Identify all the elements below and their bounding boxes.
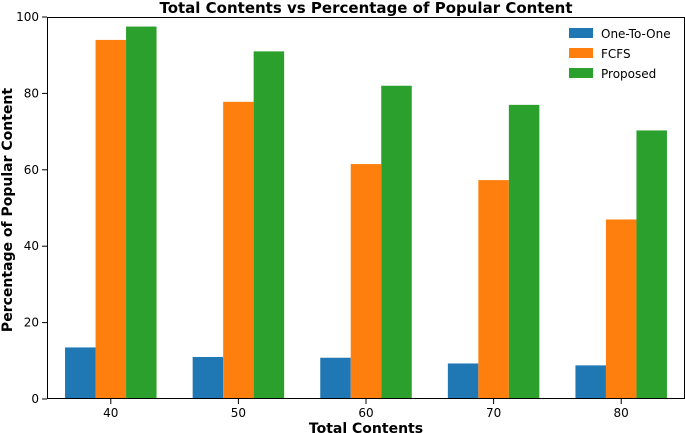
y-tick-label: 40 xyxy=(24,239,39,253)
bar-proposed-60 xyxy=(381,85,412,399)
y-tick-label: 20 xyxy=(24,316,39,330)
x-tick-label: 60 xyxy=(358,406,373,420)
bar-fcfs-80 xyxy=(605,219,637,399)
y-axis: 0 20 40 60 80 100 xyxy=(16,10,47,406)
bar-fcfs-50 xyxy=(223,101,254,400)
x-tick-label: 80 xyxy=(614,406,629,420)
legend-swatch xyxy=(569,28,593,38)
chart-title: Total Contents vs Percentage of Popular … xyxy=(159,0,572,17)
legend-swatch xyxy=(569,68,593,78)
bar-proposed-80 xyxy=(636,130,667,399)
legend-label: FCFS xyxy=(601,47,631,61)
legend-label: Proposed xyxy=(601,67,656,81)
bar-fcfs-60 xyxy=(350,164,382,399)
legend: One-To-One FCFS Proposed xyxy=(569,27,671,81)
x-axis: 40 50 60 70 80 xyxy=(103,399,629,420)
y-tick-label: 80 xyxy=(24,86,39,100)
x-axis-title: Total Contents xyxy=(309,421,423,433)
bar-one-to-one-50 xyxy=(192,356,224,399)
y-tick-label: 100 xyxy=(16,10,39,24)
legend-swatch xyxy=(569,48,593,58)
bar-fcfs-40 xyxy=(95,39,127,400)
legend-label: One-To-One xyxy=(601,27,671,41)
y-tick-label: 0 xyxy=(31,392,39,406)
bar-one-to-one-60 xyxy=(320,357,351,399)
x-tick-label: 40 xyxy=(103,406,118,420)
y-tick-label: 60 xyxy=(24,163,39,177)
bars-group xyxy=(65,26,667,400)
bar-fcfs-70 xyxy=(478,180,509,399)
x-tick-label: 70 xyxy=(486,406,501,420)
x-tick-label: 50 xyxy=(231,406,246,420)
bar-proposed-70 xyxy=(508,104,540,400)
bar-proposed-40 xyxy=(126,26,157,400)
bar-one-to-one-80 xyxy=(575,365,606,399)
bar-one-to-one-70 xyxy=(447,363,479,399)
y-axis-title: Percentage of Popular Content xyxy=(0,88,16,332)
bar-proposed-50 xyxy=(253,51,285,399)
bar-one-to-one-40 xyxy=(65,347,96,399)
